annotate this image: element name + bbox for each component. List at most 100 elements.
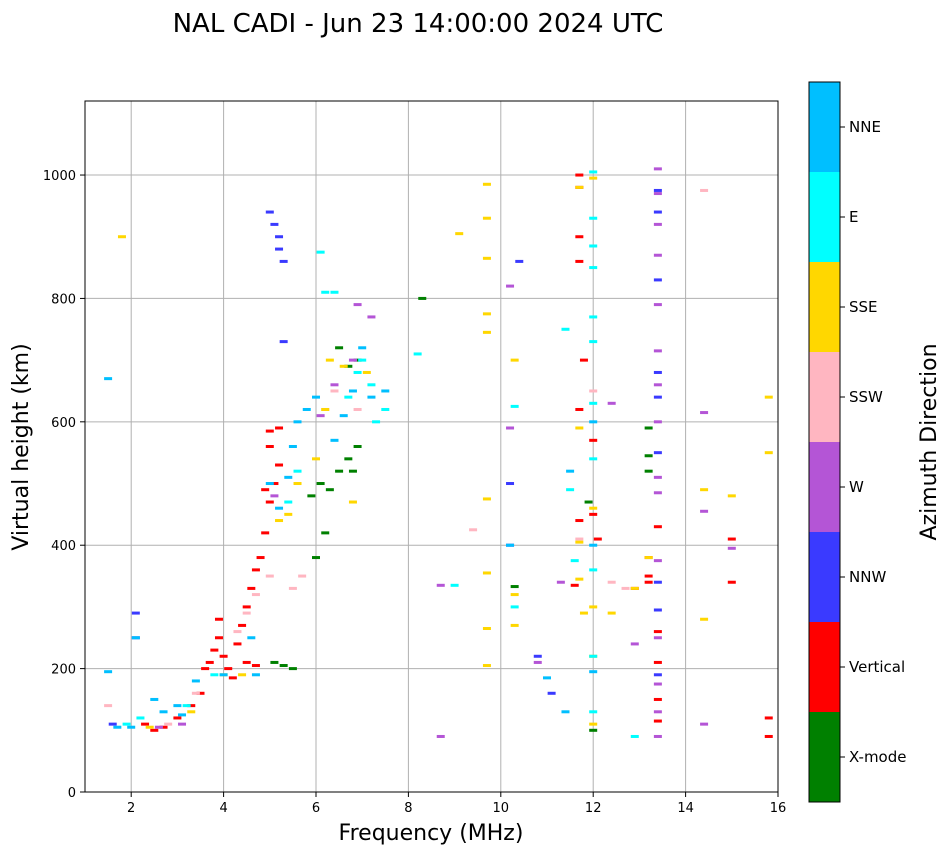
data-point [288,586,297,590]
data-point [270,482,279,486]
data-point [482,182,491,186]
colorbar-swatch [809,262,840,352]
data-point [150,697,159,701]
data-point [589,266,598,270]
data-point [214,617,223,621]
data-point [418,296,427,300]
data-point [510,404,519,408]
data-point [653,525,662,529]
data-point [316,250,325,254]
data-point [653,580,662,584]
y-tick-label: 200 [51,663,76,678]
data-point [219,654,228,658]
data-point [348,469,357,473]
data-point [293,420,302,424]
colorbar-tick-label: W [849,478,864,496]
data-point [270,222,279,226]
data-point [533,654,542,658]
data-point [104,377,113,381]
data-point [265,574,274,578]
data-point [228,676,237,680]
data-point [653,395,662,399]
data-point [653,420,662,424]
data-point [589,216,598,220]
data-point [251,664,260,668]
data-point [547,691,556,695]
data-point [256,556,265,560]
data-point [566,488,575,492]
data-point [219,673,228,677]
data-point [279,340,288,344]
data-point [413,352,422,356]
data-point [700,617,709,621]
data-point [589,543,598,547]
data-point [159,710,168,714]
data-point [284,512,293,516]
y-tick-label: 800 [51,292,76,307]
data-point [589,244,598,248]
data-point [644,556,653,560]
data-point [330,383,339,387]
data-point [510,585,519,589]
data-point [302,407,311,411]
data-point [178,713,187,717]
colorbar-tick-label: NNE [849,118,881,136]
data-point [159,725,168,729]
data-point [589,170,598,174]
data-point [575,173,584,177]
y-axis-ticks: 0 200 400 600 800 1000 [43,169,85,801]
data-point [653,451,662,455]
data-point [575,537,584,541]
data-point [335,469,344,473]
data-point [764,395,773,399]
data-point [358,358,367,362]
data-point [482,330,491,334]
data-point [205,660,214,664]
data-point [191,691,200,695]
x-tick-label: 16 [770,801,787,816]
data-point [653,210,662,214]
data-point [589,605,598,609]
data-point [201,667,210,671]
data-point [630,642,639,646]
data-point [653,491,662,495]
data-point [224,667,233,671]
data-point [293,469,302,473]
data-point [131,611,140,615]
data-point [381,389,390,393]
colorbar-swatch [809,352,840,442]
data-point [214,636,223,640]
data-point [284,475,293,479]
data-point [589,389,598,393]
data-point [653,475,662,479]
data-point [316,414,325,418]
data-point [589,728,598,732]
data-point [644,469,653,473]
data-point [348,358,357,362]
data-point [653,167,662,171]
data-point [173,716,182,720]
data-point [182,704,191,708]
series-x-mode [270,296,653,732]
data-point [561,327,570,331]
series-ssw [104,188,709,726]
y-tick-label: 600 [51,416,76,431]
data-point [238,623,247,627]
data-point [575,185,584,189]
data-point [764,451,773,455]
data-point [265,445,274,448]
data-point [358,346,367,350]
data-point [566,469,575,473]
data-point [653,383,662,387]
chart-title: NAL CADI - Jun 23 14:00:00 2024 UTC [173,9,664,39]
data-point [242,611,251,615]
colorbar-tick-label: SSW [849,388,883,406]
data-point [630,586,639,590]
data-point [653,349,662,353]
data-point [764,734,773,738]
data-point [653,697,662,701]
data-point [482,497,491,501]
data-point [436,734,445,738]
data-point [288,445,297,448]
x-tick-label: 10 [493,801,510,816]
